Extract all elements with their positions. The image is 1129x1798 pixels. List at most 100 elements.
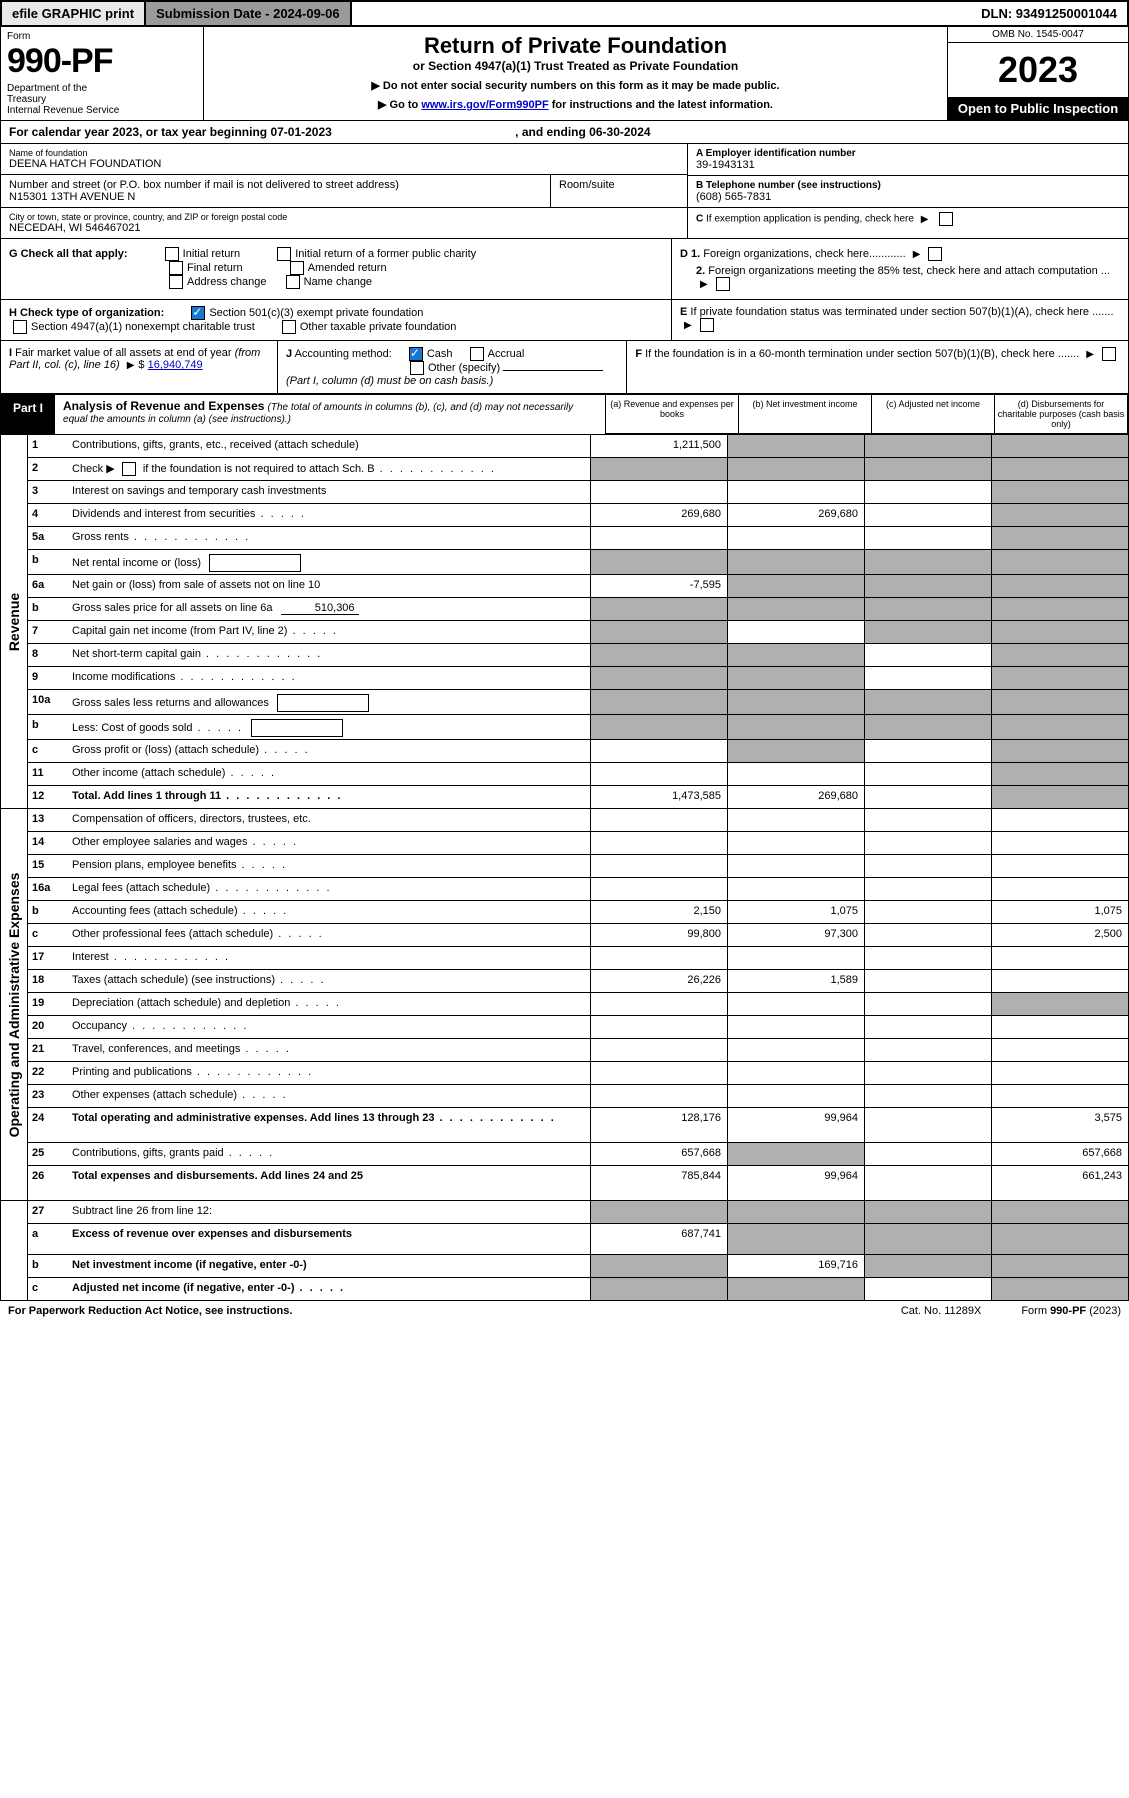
expenses-section: Operating and Administrative Expenses 13… (0, 809, 1129, 1201)
row-16a: 16aLegal fees (attach schedule) (28, 878, 1128, 901)
row-6a: 6aNet gain or (loss) from sale of assets… (28, 575, 1128, 598)
arrow-icon (700, 278, 708, 290)
arrow-icon (684, 319, 692, 331)
row-7: 7Capital gain net income (from Part IV, … (28, 621, 1128, 644)
row-5a: 5aGross rents (28, 527, 1128, 550)
row-25: 25Contributions, gifts, grants paid657,6… (28, 1143, 1128, 1166)
row-24: 24Total operating and administrative exp… (28, 1108, 1128, 1143)
irs-link[interactable]: www.irs.gov/Form990PF (421, 99, 548, 111)
note-ssn: ▶ Do not enter social security numbers o… (214, 79, 937, 92)
ein-value: 39-1943131 (696, 159, 1120, 171)
c-checkbox[interactable] (939, 212, 953, 226)
row-10a: 10aGross sales less returns and allowanc… (28, 690, 1128, 715)
row-15: 15Pension plans, employee benefits (28, 855, 1128, 878)
phone-label: B Telephone number (see instructions) (696, 180, 1120, 191)
ij-f-row: I Fair market value of all assets at end… (0, 341, 1129, 394)
row-11: 11Other income (attach schedule) (28, 763, 1128, 786)
ein-label: A Employer identification number (696, 148, 1120, 159)
name-change-checkbox[interactable] (286, 275, 300, 289)
row-19: 19Depreciation (attach schedule) and dep… (28, 993, 1128, 1016)
arrow-icon (913, 248, 921, 260)
calendar-year-row: For calendar year 2023, or tax year begi… (0, 121, 1129, 144)
open-inspection: Open to Public Inspection (948, 97, 1128, 120)
form-header: Form 990-PF Department of theTreasuryInt… (0, 27, 1129, 121)
4947a1-checkbox[interactable] (13, 320, 27, 334)
dept-label: Department of theTreasuryInternal Revenu… (7, 83, 197, 116)
row-18: 18Taxes (attach schedule) (see instructi… (28, 970, 1128, 993)
row-23: 23Other expenses (attach schedule) (28, 1085, 1128, 1108)
501c3-checkbox[interactable] (191, 306, 205, 320)
arrow-icon (127, 359, 135, 371)
topbar: efile GRAPHIC print Submission Date - 20… (0, 0, 1129, 27)
row-16c: cOther professional fees (attach schedul… (28, 924, 1128, 947)
e-checkbox[interactable] (700, 318, 714, 332)
d2-checkbox[interactable] (716, 277, 730, 291)
tax-year: 2023 (948, 43, 1128, 97)
f-checkbox[interactable] (1102, 347, 1116, 361)
row-26: 26Total expenses and disbursements. Add … (28, 1166, 1128, 1200)
row-27a: aExcess of revenue over expenses and dis… (28, 1224, 1128, 1255)
initial-return-checkbox[interactable] (165, 247, 179, 261)
submission-date: Submission Date - 2024-09-06 (146, 2, 352, 25)
initial-former-checkbox[interactable] (277, 247, 291, 261)
j-note: (Part I, column (d) must be on cash basi… (286, 375, 493, 387)
row-17: 17Interest (28, 947, 1128, 970)
row-16b: bAccounting fees (attach schedule)2,1501… (28, 901, 1128, 924)
part1-title: Analysis of Revenue and Expenses (63, 399, 264, 413)
row-13: 13Compensation of officers, directors, t… (28, 809, 1128, 832)
address: N15301 13TH AVENUE N (9, 191, 542, 203)
phone-value: (608) 565-7831 (696, 191, 1120, 203)
expenses-label: Operating and Administrative Expenses (6, 872, 22, 1137)
col-c-header: (c) Adjusted net income (872, 395, 995, 434)
row-8: 8Net short-term capital gain (28, 644, 1128, 667)
city-label: City or town, state or province, country… (9, 212, 679, 222)
final-return-checkbox[interactable] (169, 261, 183, 275)
row-10c: cGross profit or (loss) (attach schedule… (28, 740, 1128, 763)
e-row: E If private foundation status was termi… (680, 306, 1120, 332)
accrual-checkbox[interactable] (470, 347, 484, 361)
col-d-header: (d) Disbursements for charitable purpose… (995, 395, 1128, 434)
col-b-header: (b) Net investment income (739, 395, 872, 434)
h-e-row: H Check type of organization: Section 50… (0, 300, 1129, 341)
f-row: F If the foundation is in a 60-month ter… (635, 347, 1120, 361)
cash-checkbox[interactable] (409, 347, 423, 361)
col-a-header: (a) Revenue and expenses per books (606, 395, 739, 434)
form-subtitle: or Section 4947(a)(1) Trust Treated as P… (214, 59, 937, 73)
schb-checkbox[interactable] (122, 462, 136, 476)
d1-checkbox[interactable] (928, 247, 942, 261)
page-footer: For Paperwork Reduction Act Notice, see … (0, 1301, 1129, 1321)
row-2: 2Check ▶ if the foundation is not requir… (28, 458, 1128, 481)
part1-header: Part I Analysis of Revenue and Expenses … (0, 394, 1129, 435)
gross-sales-6a: 510,306 (281, 602, 359, 615)
other-method-checkbox[interactable] (410, 361, 424, 375)
amended-return-checkbox[interactable] (290, 261, 304, 275)
d2-row: 2. Foreign organizations meeting the 85%… (680, 265, 1120, 291)
row-9: 9Income modifications (28, 667, 1128, 690)
fmv-value: 16,940,749 (148, 359, 203, 371)
efile-button[interactable]: efile GRAPHIC print (2, 2, 146, 25)
cogs-blank (251, 719, 343, 737)
foundation-name-label: Name of foundation (9, 148, 679, 158)
foundation-name: DEENA HATCH FOUNDATION (9, 158, 679, 170)
gross-sales-blank (277, 694, 369, 712)
other-taxable-checkbox[interactable] (282, 320, 296, 334)
revenue-section: Revenue 1Contributions, gifts, grants, e… (0, 435, 1129, 809)
row-4: 4Dividends and interest from securities2… (28, 504, 1128, 527)
row-1: 1Contributions, gifts, grants, etc., rec… (28, 435, 1128, 458)
form-label: Form (7, 31, 197, 42)
row-10b: bLess: Cost of goods sold (28, 715, 1128, 740)
address-change-checkbox[interactable] (169, 275, 183, 289)
row-27b: bNet investment income (if negative, ent… (28, 1255, 1128, 1278)
row-21: 21Travel, conferences, and meetings (28, 1039, 1128, 1062)
footer-left: For Paperwork Reduction Act Notice, see … (8, 1305, 292, 1317)
row-12: 12Total. Add lines 1 through 111,473,585… (28, 786, 1128, 808)
form-title: Return of Private Foundation (214, 33, 937, 59)
row-6b: bGross sales price for all assets on lin… (28, 598, 1128, 621)
note-link: ▶ Go to www.irs.gov/Form990PF for instru… (214, 98, 937, 111)
g-label: G Check all that apply: (9, 248, 128, 260)
row-22: 22Printing and publications (28, 1062, 1128, 1085)
c-label: C If exemption application is pending, c… (696, 214, 914, 225)
revenue-label: Revenue (6, 592, 22, 650)
row-3: 3Interest on savings and temporary cash … (28, 481, 1128, 504)
row-14: 14Other employee salaries and wages (28, 832, 1128, 855)
